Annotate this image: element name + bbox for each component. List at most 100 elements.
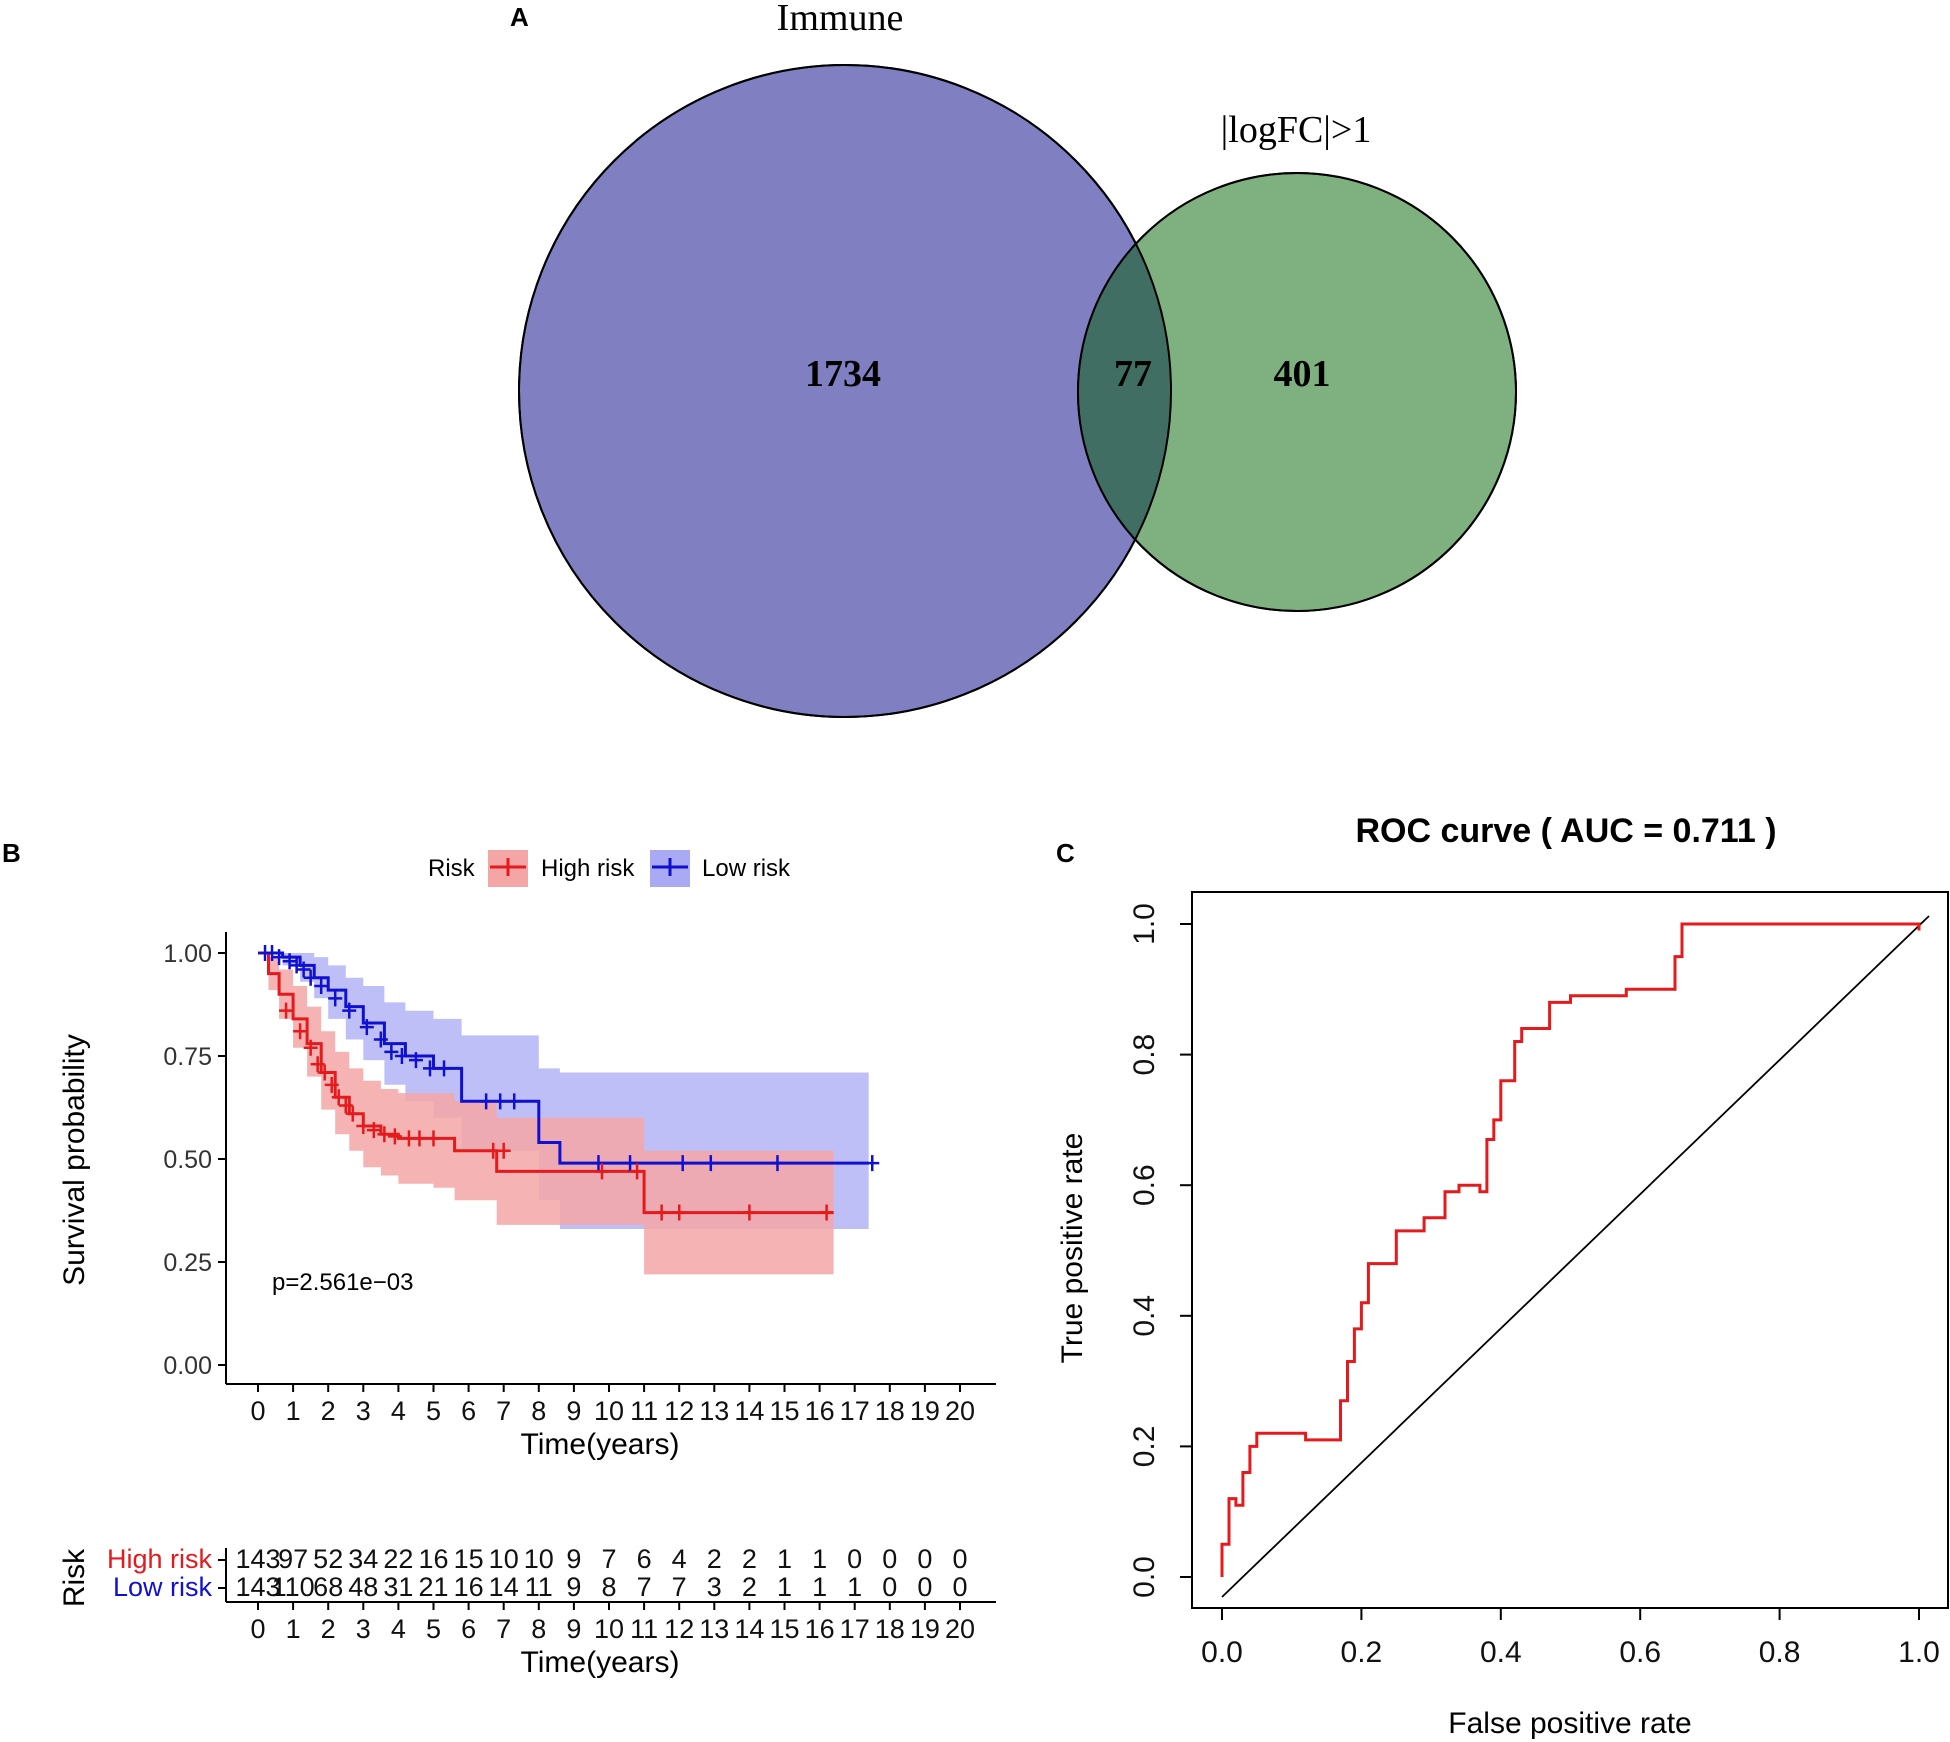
roc-y-tick-label: 0.6 bbox=[1128, 1164, 1161, 1206]
risk-cell: 3 bbox=[707, 1572, 722, 1602]
risk-x-tick-label: 3 bbox=[356, 1614, 371, 1644]
risk-x-tick-label: 0 bbox=[250, 1614, 265, 1644]
km-censor-high bbox=[317, 1064, 332, 1081]
risk-cell: 11 bbox=[525, 1572, 553, 1602]
risk-cell: 9 bbox=[566, 1544, 581, 1574]
risk-x-tick-label: 4 bbox=[391, 1614, 406, 1644]
risk-cell: 7 bbox=[672, 1572, 687, 1602]
km-censor-high bbox=[742, 1204, 757, 1221]
km-y-tick-label: 1.00 bbox=[163, 940, 212, 968]
risk-cell: 48 bbox=[348, 1572, 378, 1602]
roc-y-tick-label: 0.8 bbox=[1128, 1034, 1161, 1076]
roc-diagonal bbox=[1221, 915, 1930, 1598]
km-censor-low bbox=[282, 953, 297, 970]
km-x-tick-label: 1 bbox=[286, 1396, 301, 1426]
roc-x-tick-label: 0.8 bbox=[1759, 1636, 1801, 1669]
km-censor-low bbox=[373, 1031, 388, 1048]
km-x-tick-label: 18 bbox=[875, 1396, 905, 1426]
km-y-axis-label: Survival probability bbox=[58, 1034, 91, 1286]
risk-cell: 10 bbox=[489, 1544, 519, 1574]
km-censor-low bbox=[289, 957, 304, 974]
risk-x-tick-label: 9 bbox=[566, 1614, 581, 1644]
km-censor-low bbox=[272, 949, 287, 966]
risk-cell: 34 bbox=[348, 1544, 378, 1574]
km-confidence-bands bbox=[258, 953, 869, 1275]
risk-cell: 10 bbox=[524, 1544, 554, 1574]
roc-x-axis-label: False positive rate bbox=[1448, 1707, 1691, 1740]
km-censor-low bbox=[328, 990, 343, 1007]
roc-title: ROC curve ( AUC = 0.711 ) bbox=[1355, 812, 1776, 850]
risk-cell: 68 bbox=[313, 1572, 343, 1602]
km-band-high-risk bbox=[258, 953, 834, 1275]
survival-plot: B Risk High risk Low risk 0.00 0.25 0.50 0.… bbox=[2, 838, 996, 1679]
km-censor-high bbox=[630, 1163, 645, 1180]
km-censor-low bbox=[314, 977, 329, 994]
risk-cell: 8 bbox=[601, 1572, 616, 1602]
km-censor-high bbox=[331, 1089, 346, 1106]
km-censor-low bbox=[493, 1093, 508, 1110]
roc-x-tick-label: 1.0 bbox=[1898, 1636, 1940, 1669]
risk-cell: 21 bbox=[418, 1572, 448, 1602]
km-censor-high bbox=[426, 1130, 441, 1147]
risk-cell: 1 bbox=[847, 1572, 862, 1602]
km-x-tick-label: 2 bbox=[321, 1396, 336, 1426]
km-x-tick-label: 4 bbox=[391, 1396, 406, 1426]
risk-x-tick-label: 14 bbox=[734, 1614, 764, 1644]
km-censor-low bbox=[591, 1155, 606, 1172]
km-x-tick-label: 17 bbox=[840, 1396, 870, 1426]
km-censor-low bbox=[675, 1155, 690, 1172]
risk-x-tick-label: 16 bbox=[805, 1614, 835, 1644]
venn-count-intersection: 77 bbox=[1114, 353, 1152, 395]
km-x-tick-label: 13 bbox=[699, 1396, 729, 1426]
risk-cell: 52 bbox=[313, 1544, 343, 1574]
km-censor-high bbox=[345, 1105, 360, 1122]
risk-cell: 22 bbox=[383, 1544, 413, 1574]
risk-cell: 9 bbox=[566, 1572, 581, 1602]
km-x-tick-label: 5 bbox=[426, 1396, 441, 1426]
roc-y-tick-label: 1.0 bbox=[1128, 903, 1161, 945]
km-censor-high bbox=[819, 1204, 834, 1221]
km-x-tick-label: 16 bbox=[805, 1396, 835, 1426]
km-censor-high bbox=[356, 1118, 371, 1135]
venn-count-logfc-only: 401 bbox=[1274, 353, 1331, 395]
roc-y-tick-label: 0.4 bbox=[1128, 1295, 1161, 1337]
venn-count-immune-only: 1734 bbox=[805, 353, 881, 395]
risk-cell: 6 bbox=[637, 1544, 652, 1574]
roc-y-tick-label: 0.0 bbox=[1128, 1556, 1161, 1598]
risk-cell: 15 bbox=[454, 1544, 484, 1574]
risk-cell: 143 bbox=[235, 1544, 280, 1574]
risk-x-tick-label: 15 bbox=[769, 1614, 799, 1644]
risk-x-tick-label: 6 bbox=[461, 1614, 476, 1644]
risk-x-tick-label: 1 bbox=[286, 1614, 301, 1644]
km-censor-low bbox=[437, 1060, 452, 1077]
km-censor-high bbox=[324, 1076, 339, 1093]
risk-x-tick-label: 13 bbox=[699, 1614, 729, 1644]
km-censor-high bbox=[338, 1097, 353, 1114]
risk-cell: 7 bbox=[601, 1544, 616, 1574]
risk-cell: 2 bbox=[742, 1544, 757, 1574]
venn-label-immune: Immune bbox=[777, 0, 904, 39]
km-x-tick-label: 9 bbox=[566, 1396, 581, 1426]
legend-title: Risk bbox=[428, 855, 476, 882]
risk-x-tick-label: 10 bbox=[594, 1614, 624, 1644]
risk-cell: 0 bbox=[882, 1572, 897, 1602]
roc-y-tick-label: 0.2 bbox=[1128, 1426, 1161, 1468]
km-censor-low bbox=[865, 1155, 880, 1172]
km-censor-low bbox=[394, 1048, 409, 1064]
km-censor-high bbox=[303, 1039, 318, 1056]
risk-x-tick-label: 12 bbox=[664, 1614, 694, 1644]
risk-x-tick-label: 11 bbox=[630, 1614, 658, 1644]
km-censor-low bbox=[303, 969, 318, 986]
risk-x-tick-label: 7 bbox=[496, 1614, 511, 1644]
venn-diagram: A Immune |logFC|>1 1734 77 401 bbox=[510, 0, 1517, 718]
risk-cell: 1 bbox=[812, 1572, 827, 1602]
risk-cell: 0 bbox=[952, 1544, 967, 1574]
km-x-tick-label: 11 bbox=[630, 1396, 658, 1426]
km-legend: Risk High risk Low risk bbox=[428, 850, 791, 887]
km-x-tick-label: 19 bbox=[910, 1396, 940, 1426]
risk-cell: 14 bbox=[489, 1572, 519, 1602]
risk-row-label-low: Low risk bbox=[113, 1572, 213, 1602]
km-censor-high bbox=[387, 1128, 402, 1145]
km-x-tick-label: 7 bbox=[496, 1396, 511, 1426]
